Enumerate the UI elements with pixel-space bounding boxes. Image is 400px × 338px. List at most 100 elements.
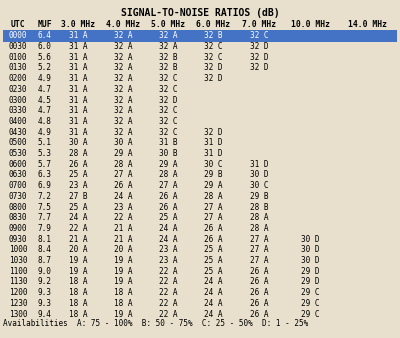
Text: 32 A: 32 A [114, 42, 133, 51]
Text: 4.5: 4.5 [38, 96, 52, 104]
Text: 9.0: 9.0 [38, 267, 52, 276]
Text: 32 C: 32 C [204, 42, 223, 51]
Text: 19 A: 19 A [69, 267, 88, 276]
Text: 27 A: 27 A [204, 213, 223, 222]
Text: 5.2: 5.2 [38, 64, 52, 72]
Text: 18 A: 18 A [114, 299, 133, 308]
Text: 25 A: 25 A [204, 256, 223, 265]
Text: 4.9: 4.9 [38, 128, 52, 137]
Text: 19 A: 19 A [114, 277, 133, 286]
Text: 26 A: 26 A [69, 160, 88, 169]
Text: 26 A: 26 A [250, 288, 268, 297]
Text: Availabilities  A: 75 - 100%  B: 50 - 75%  C: 25 - 50%  D: 1 - 25%: Availabilities A: 75 - 100% B: 50 - 75% … [3, 319, 308, 328]
Text: 31 A: 31 A [69, 85, 88, 94]
Text: 1130: 1130 [9, 277, 27, 286]
Text: 7.9: 7.9 [38, 224, 52, 233]
Text: 26 A: 26 A [250, 277, 268, 286]
Text: 28 A: 28 A [250, 224, 268, 233]
Text: 22 A: 22 A [69, 224, 88, 233]
Text: 32 A: 32 A [114, 31, 133, 40]
Text: 0800: 0800 [9, 202, 27, 212]
Text: 25 A: 25 A [204, 245, 223, 254]
Text: 0330: 0330 [9, 106, 27, 115]
Text: 32 B: 32 B [159, 53, 178, 62]
Text: 31 A: 31 A [69, 64, 88, 72]
Text: 24 A: 24 A [204, 277, 223, 286]
Text: 21 A: 21 A [114, 224, 133, 233]
Text: 1300: 1300 [9, 310, 27, 318]
Text: 8.4: 8.4 [38, 245, 52, 254]
Text: 18 A: 18 A [69, 288, 88, 297]
Text: 32 D: 32 D [204, 128, 223, 137]
Text: 31 A: 31 A [69, 96, 88, 104]
Text: 29 B: 29 B [250, 192, 268, 201]
Text: 23 A: 23 A [159, 256, 178, 265]
Text: 0900: 0900 [9, 224, 27, 233]
Text: 22 A: 22 A [159, 310, 178, 318]
Text: 31 A: 31 A [69, 128, 88, 137]
Text: 32 A: 32 A [114, 85, 133, 94]
Text: 28 A: 28 A [69, 149, 88, 158]
Text: 31 A: 31 A [69, 53, 88, 62]
Text: 32 D: 32 D [250, 64, 268, 72]
Text: 30 D: 30 D [250, 170, 268, 179]
Text: 22 A: 22 A [159, 299, 178, 308]
Text: 25 A: 25 A [69, 170, 88, 179]
Text: 0730: 0730 [9, 192, 27, 201]
Text: 1200: 1200 [9, 288, 27, 297]
Text: 8.1: 8.1 [38, 235, 52, 244]
Text: 32 A: 32 A [114, 117, 133, 126]
Text: 30 D: 30 D [301, 256, 320, 265]
Bar [3, 30, 397, 42]
Text: 0000: 0000 [9, 31, 27, 40]
Text: 21 A: 21 A [69, 235, 88, 244]
Text: 24 A: 24 A [204, 288, 223, 297]
Text: 30 B: 30 B [159, 149, 178, 158]
Text: 24 A: 24 A [159, 235, 178, 244]
Text: 32 A: 32 A [114, 64, 133, 72]
Text: 26 A: 26 A [159, 202, 178, 212]
Text: 0830: 0830 [9, 213, 27, 222]
Text: 29 A: 29 A [159, 160, 178, 169]
Text: 22 A: 22 A [159, 277, 178, 286]
Text: 32 A: 32 A [114, 53, 133, 62]
Text: 0130: 0130 [9, 64, 27, 72]
Text: 25 A: 25 A [204, 267, 223, 276]
Text: 6.9: 6.9 [38, 181, 52, 190]
Text: 27 A: 27 A [204, 202, 223, 212]
Text: 32 A: 32 A [114, 96, 133, 104]
Text: 1100: 1100 [9, 267, 27, 276]
Text: 22 A: 22 A [159, 288, 178, 297]
Text: 32 D: 32 D [204, 64, 223, 72]
Text: 31 A: 31 A [69, 117, 88, 126]
Text: 21 A: 21 A [114, 235, 133, 244]
Text: 29 D: 29 D [301, 277, 320, 286]
Text: 27 A: 27 A [250, 245, 268, 254]
Text: 27 A: 27 A [114, 170, 133, 179]
Text: 6.3: 6.3 [38, 170, 52, 179]
Text: 32 A: 32 A [114, 128, 133, 137]
Text: 0300: 0300 [9, 96, 27, 104]
Text: 9.2: 9.2 [38, 277, 52, 286]
Text: 32 D: 32 D [159, 96, 178, 104]
Text: 22 A: 22 A [159, 267, 178, 276]
Text: 9.3: 9.3 [38, 299, 52, 308]
Text: 7.2: 7.2 [38, 192, 52, 201]
Text: 32 D: 32 D [204, 74, 223, 83]
Text: 4.7: 4.7 [38, 106, 52, 115]
Text: 1000: 1000 [9, 245, 27, 254]
Text: 0530: 0530 [9, 149, 27, 158]
Text: 7.0 MHz: 7.0 MHz [242, 20, 276, 29]
Text: 32 C: 32 C [159, 74, 178, 83]
Text: UTC: UTC [11, 20, 25, 29]
Text: 4.9: 4.9 [38, 74, 52, 83]
Text: 32 C: 32 C [204, 53, 223, 62]
Text: 24 A: 24 A [159, 224, 178, 233]
Text: 0430: 0430 [9, 128, 27, 137]
Text: 27 B: 27 B [69, 192, 88, 201]
Text: 25 A: 25 A [69, 202, 88, 212]
Text: 19 A: 19 A [114, 267, 133, 276]
Text: 0700: 0700 [9, 181, 27, 190]
Text: 27 A: 27 A [250, 235, 268, 244]
Text: 31 D: 31 D [250, 160, 268, 169]
